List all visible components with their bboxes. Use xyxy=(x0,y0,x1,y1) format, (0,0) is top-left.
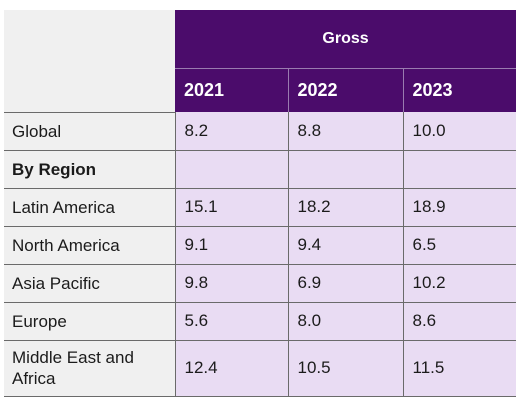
table-cell: 8.2 xyxy=(174,112,288,151)
table-cell: 11.5 xyxy=(402,340,516,397)
table-row-middle-east-africa: Middle East and Africa 12.4 10.5 11.5 xyxy=(4,340,516,397)
table-cell: 10.2 xyxy=(402,264,516,303)
table-cell: 8.6 xyxy=(402,302,516,341)
group-header-row: Gross xyxy=(4,10,516,68)
table-cell: 6.5 xyxy=(402,226,516,265)
table-row-europe: Europe 5.6 8.0 8.6 xyxy=(4,302,516,341)
table-cell: 8.8 xyxy=(287,112,403,151)
gross-header: Gross xyxy=(175,10,516,68)
year-header-2021: 2021 xyxy=(175,67,288,112)
gross-table: Gross 2021 2022 2023 Global 8.2 8.8 10.0… xyxy=(4,10,516,397)
table-row-north-america: North America 9.1 9.4 6.5 xyxy=(4,226,516,265)
row-label: Europe xyxy=(4,302,175,341)
section-label: By Region xyxy=(4,150,175,189)
blank-header-cell xyxy=(4,10,175,68)
table-cell xyxy=(174,150,288,189)
row-label: Middle East and Africa xyxy=(4,340,175,397)
year-header-row: 2021 2022 2023 xyxy=(4,67,516,113)
table-cell: 8.0 xyxy=(287,302,403,341)
row-label: Global xyxy=(4,112,175,151)
table-row-asia-pacific: Asia Pacific 9.8 6.9 10.2 xyxy=(4,264,516,303)
table-cell: 15.1 xyxy=(174,188,288,227)
table-cell: 18.2 xyxy=(287,188,403,227)
row-label: North America xyxy=(4,226,175,265)
table-cell: 6.9 xyxy=(287,264,403,303)
table-cell: 9.8 xyxy=(174,264,288,303)
table-cell: 10.5 xyxy=(287,340,403,397)
row-label: Asia Pacific xyxy=(4,264,175,303)
table-cell xyxy=(287,150,403,189)
table-cell: 12.4 xyxy=(174,340,288,397)
table-cell: 9.1 xyxy=(174,226,288,265)
table-cell xyxy=(402,150,516,189)
table-row-latin-america: Latin America 15.1 18.2 18.9 xyxy=(4,188,516,227)
table-cell: 5.6 xyxy=(174,302,288,341)
table-cell: 10.0 xyxy=(402,112,516,151)
year-header-2022: 2022 xyxy=(287,67,403,112)
blank-year-header-cell xyxy=(4,68,175,113)
table-row-global: Global 8.2 8.8 10.0 xyxy=(4,112,516,151)
table-cell: 18.9 xyxy=(402,188,516,227)
table-row-by-region: By Region xyxy=(4,150,516,189)
row-label: Latin America xyxy=(4,188,175,227)
year-header-2023: 2023 xyxy=(402,67,516,112)
table-cell: 9.4 xyxy=(287,226,403,265)
data-table-container: Gross 2021 2022 2023 Global 8.2 8.8 10.0… xyxy=(4,10,516,408)
